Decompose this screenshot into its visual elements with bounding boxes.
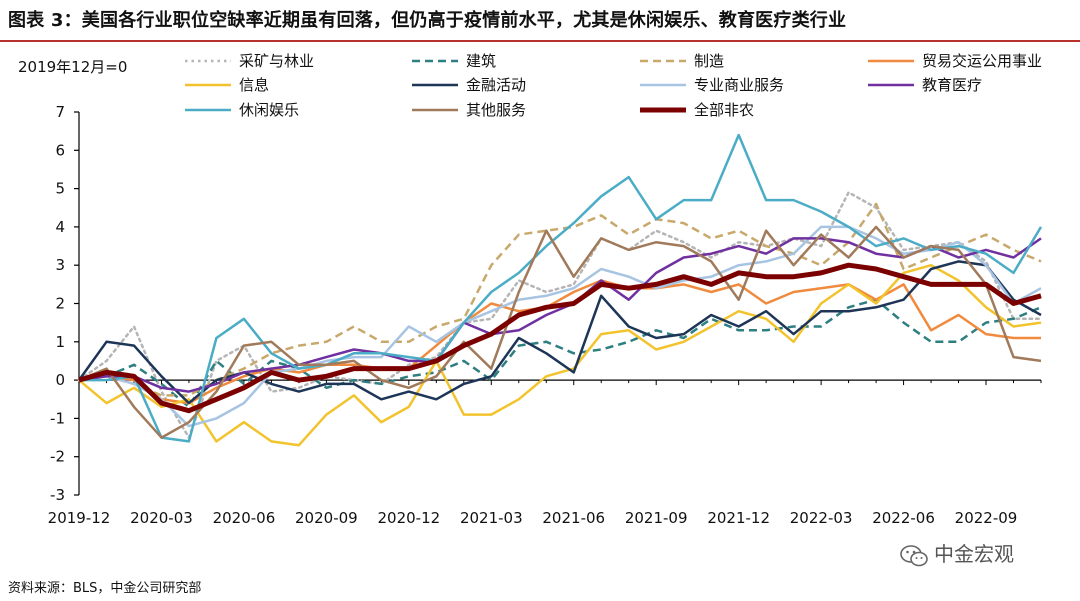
legend-label: 休闲娱乐 [239,101,299,119]
legend-label: 专业商业服务 [694,76,784,94]
series-line-采矿与林业 [77,191,1043,439]
y-tick-label: 4 [55,218,65,236]
legend-item: 休闲娱乐 [185,101,299,119]
series-line-全部非农 [78,262,1042,414]
figure-title: 图表 3：美国各行业职位空缺率近期虽有回落，但仍高于疫情前水平，尤其是休闲娱乐、… [8,10,847,31]
legend-label: 制造 [694,52,724,70]
x-tick-label: 2021-09 [625,509,688,527]
series-line-贸易交运公用事业 [78,279,1041,405]
y-axis-note: 2019年12月=0 [18,58,128,76]
x-tick-label: 2021-12 [707,509,770,527]
legend-item: 建筑 [412,52,496,70]
legend-item: 全部非农 [640,101,754,119]
legend-label: 信息 [239,76,269,94]
series-line-信息 [78,263,1042,447]
legend-item: 金融活动 [412,76,526,94]
y-tick-label: -3 [50,486,65,504]
y-tick-label: -1 [50,409,65,427]
y-tick-label: 6 [55,141,65,159]
legend-item: 其他服务 [412,101,526,119]
y-tick-label: 7 [55,103,65,121]
series-line-其他服务 [78,225,1042,439]
title-underline [0,40,1080,42]
legend-label: 金融活动 [466,76,526,94]
y-tick-label: 3 [55,256,65,274]
x-tick-label: 2019-12 [48,509,111,527]
legend-item: 采矿与林业 [185,52,314,70]
y-tick-label: 2 [55,295,65,313]
series-line-专业商业服务 [78,225,1042,428]
y-tick-label: 0 [55,371,65,389]
y-tick-label: 5 [55,180,65,198]
legend-label: 贸易交运公用事业 [922,52,1042,70]
y-tick-label: -2 [50,448,65,466]
x-tick-label: 2020-12 [377,509,440,527]
legend-label: 建筑 [466,52,496,70]
legend-label: 教育医疗 [922,76,982,94]
series-line-制造 [78,202,1042,397]
legend-item: 信息 [185,76,269,94]
watermark: 中金宏观 [900,538,1014,567]
series-line-休闲娱乐 [79,133,1043,443]
x-tick-label: 2022-06 [872,509,935,527]
wechat-icon [900,544,928,566]
legend-item: 贸易交运公用事业 [868,52,1042,70]
x-tick-label: 2020-09 [295,509,358,527]
legend-label: 全部非农 [694,101,754,119]
legend-item: 制造 [640,52,724,70]
x-tick-label: 2020-06 [213,509,276,527]
x-tick-label: 2022-03 [790,509,853,527]
legend-label: 采矿与林业 [239,52,314,70]
x-tick-label: 2022-09 [955,509,1018,527]
series-line-建筑 [78,298,1042,409]
legend-label: 其他服务 [466,101,526,119]
series-line-教育医疗 [78,237,1042,393]
x-tick-label: 2020-03 [130,509,193,527]
legend-item: 专业商业服务 [640,76,784,94]
y-tick-label: 1 [55,333,65,351]
legend-item: 教育医疗 [868,76,982,94]
watermark-text: 中金宏观 [934,542,1014,566]
plot-area: -3 -2 -1 0 1 2 3 4 5 6 7 2019-12 2020-03 2020-06 2020-… [48,103,1043,527]
source-note: 资料来源：BLS，中金公司研究部 [8,581,202,596]
x-tick-label: 2021-06 [542,509,605,527]
x-tick-label: 2021-03 [460,509,523,527]
